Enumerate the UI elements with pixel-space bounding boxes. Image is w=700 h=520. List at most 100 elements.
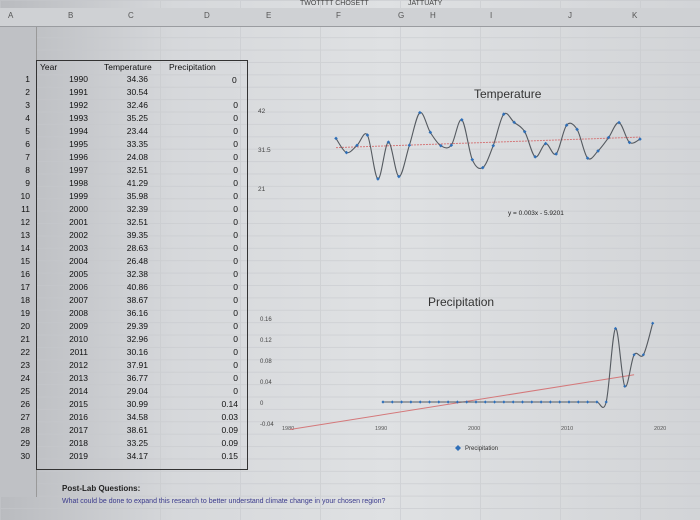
temperature-cell[interactable]: 35.25 <box>126 113 148 123</box>
column-header-e[interactable]: E <box>266 11 272 20</box>
temperature-cell[interactable]: 32.51 <box>126 217 148 227</box>
year-cell[interactable]: 2004 <box>69 256 88 266</box>
temperature-cell[interactable]: 30.16 <box>126 347 148 357</box>
row-number[interactable]: 17 <box>20 282 30 292</box>
row-number[interactable]: 25 <box>20 386 30 396</box>
column-header-a[interactable]: A <box>8 11 14 20</box>
row-number[interactable]: 3 <box>25 100 30 110</box>
temperature-cell[interactable]: 36.77 <box>126 373 148 383</box>
precipitation-cell[interactable]: 0 <box>233 373 238 383</box>
precipitation-cell[interactable]: 0.09 <box>221 438 238 448</box>
year-cell[interactable]: 2012 <box>69 360 88 370</box>
temperature-cell[interactable]: 29.39 <box>126 321 148 331</box>
row-number[interactable]: 6 <box>25 139 30 149</box>
precipitation-cell[interactable]: 0 <box>233 256 238 266</box>
temperature-cell[interactable]: 32.39 <box>126 204 148 214</box>
precipitation-cell[interactable]: 0 <box>233 347 238 357</box>
row-number[interactable]: 12 <box>20 217 30 227</box>
year-cell[interactable]: 1990 <box>69 74 88 84</box>
row-number[interactable]: 18 <box>20 295 30 305</box>
temperature-cell[interactable]: 38.61 <box>126 425 148 435</box>
year-cell[interactable]: 2017 <box>69 425 88 435</box>
temperature-cell[interactable]: 41.29 <box>126 178 148 188</box>
year-cell[interactable]: 1992 <box>69 100 88 110</box>
row-number[interactable]: 24 <box>20 373 30 383</box>
row-number[interactable]: 2 <box>25 87 30 97</box>
column-header-i[interactable]: I <box>490 11 493 20</box>
year-cell[interactable]: 2014 <box>69 386 88 396</box>
temperature-cell[interactable]: 38.67 <box>126 295 148 305</box>
temperature-chart[interactable]: Temperature 42 31.5 21 y = 0.003x - 5.9201 <box>252 78 662 268</box>
row-number[interactable]: 5 <box>25 126 30 136</box>
year-cell[interactable]: 2018 <box>69 438 88 448</box>
year-cell[interactable]: 1994 <box>69 126 88 136</box>
precipitation-cell[interactable]: 0 <box>233 217 238 227</box>
year-cell[interactable]: 2006 <box>69 282 88 292</box>
temperature-cell[interactable]: 35.98 <box>126 191 148 201</box>
precipitation-cell[interactable]: 0 <box>233 178 238 188</box>
precipitation-cell[interactable]: 0 <box>233 282 238 292</box>
row-number[interactable]: 8 <box>25 165 30 175</box>
year-cell[interactable]: 2000 <box>69 204 88 214</box>
row-number[interactable]: 11 <box>21 204 30 214</box>
precipitation-cell[interactable]: 0 <box>233 204 238 214</box>
year-cell[interactable]: 2002 <box>69 230 88 240</box>
row-number[interactable]: 19 <box>20 308 30 318</box>
precipitation-cell[interactable]: 0 <box>233 230 238 240</box>
row-number[interactable]: 26 <box>20 399 30 409</box>
temperature-cell[interactable]: 34.17 <box>126 451 148 461</box>
year-cell[interactable]: 2019 <box>69 451 88 461</box>
year-cell[interactable]: 2013 <box>69 373 88 383</box>
precipitation-cell[interactable]: 0 <box>233 295 238 305</box>
year-cell[interactable]: 2015 <box>69 399 88 409</box>
temperature-cell[interactable]: 23.44 <box>126 126 148 136</box>
temperature-cell[interactable]: 37.91 <box>126 360 148 370</box>
precipitation-cell[interactable]: 0 <box>233 243 238 253</box>
column-header-h[interactable]: H <box>430 11 436 20</box>
year-cell[interactable]: 2016 <box>69 412 88 422</box>
year-cell[interactable]: 1991 <box>69 87 88 97</box>
precipitation-cell[interactable]: 0 <box>233 165 238 175</box>
temperature-cell[interactable]: 32.46 <box>126 100 148 110</box>
row-number[interactable]: 1 <box>25 74 30 84</box>
precipitation-cell[interactable]: 0.14 <box>221 399 238 409</box>
precipitation-cell[interactable]: 0 <box>233 126 238 136</box>
precipitation-cell[interactable]: 0.03 <box>221 412 238 422</box>
precipitation-chart[interactable]: Precipitation 0.16 0.12 0.08 0.04 0 -0.04 198… <box>252 288 682 468</box>
year-cell[interactable]: 2005 <box>69 269 88 279</box>
precipitation-cell[interactable]: 0 <box>233 321 238 331</box>
precipitation-cell[interactable]: 0 <box>233 152 238 162</box>
year-cell[interactable]: 1997 <box>69 165 88 175</box>
year-cell[interactable]: 2008 <box>69 308 88 318</box>
row-number[interactable]: 27 <box>20 412 30 422</box>
temperature-cell[interactable]: 32.38 <box>126 269 148 279</box>
year-cell[interactable]: 2011 <box>69 347 88 357</box>
year-cell[interactable]: 1999 <box>69 191 88 201</box>
precipitation-cell[interactable]: 0.09 <box>221 425 238 435</box>
temperature-cell[interactable]: 36.16 <box>126 308 148 318</box>
year-cell[interactable]: 2010 <box>69 334 88 344</box>
temperature-cell[interactable]: 29.04 <box>126 386 148 396</box>
temperature-cell[interactable]: 33.35 <box>126 139 148 149</box>
row-number[interactable]: 23 <box>20 360 30 370</box>
year-cell[interactable]: 1996 <box>69 152 88 162</box>
precipitation-cell[interactable]: 0 <box>233 334 238 344</box>
row-number[interactable]: 30 <box>20 451 30 461</box>
precipitation-cell[interactable]: 0 <box>233 191 238 201</box>
column-header-k[interactable]: K <box>632 11 638 20</box>
precipitation-cell[interactable]: 0 <box>233 139 238 149</box>
precipitation-cell[interactable]: 0 <box>233 386 238 396</box>
row-number[interactable]: 7 <box>25 152 30 162</box>
row-number[interactable]: 21 <box>20 334 30 344</box>
precip-header-value[interactable]: 0 <box>232 75 237 85</box>
temperature-cell[interactable]: 30.99 <box>126 399 148 409</box>
year-cell[interactable]: 2009 <box>69 321 88 331</box>
temperature-cell[interactable]: 39.35 <box>126 230 148 240</box>
column-header-b[interactable]: B <box>68 11 74 20</box>
precipitation-cell[interactable]: 0 <box>233 113 238 123</box>
year-cell[interactable]: 1995 <box>69 139 88 149</box>
year-cell[interactable]: 1998 <box>69 178 88 188</box>
row-number[interactable]: 16 <box>20 269 30 279</box>
temperature-cell[interactable]: 26.48 <box>126 256 148 266</box>
temperature-cell[interactable]: 34.58 <box>126 412 148 422</box>
